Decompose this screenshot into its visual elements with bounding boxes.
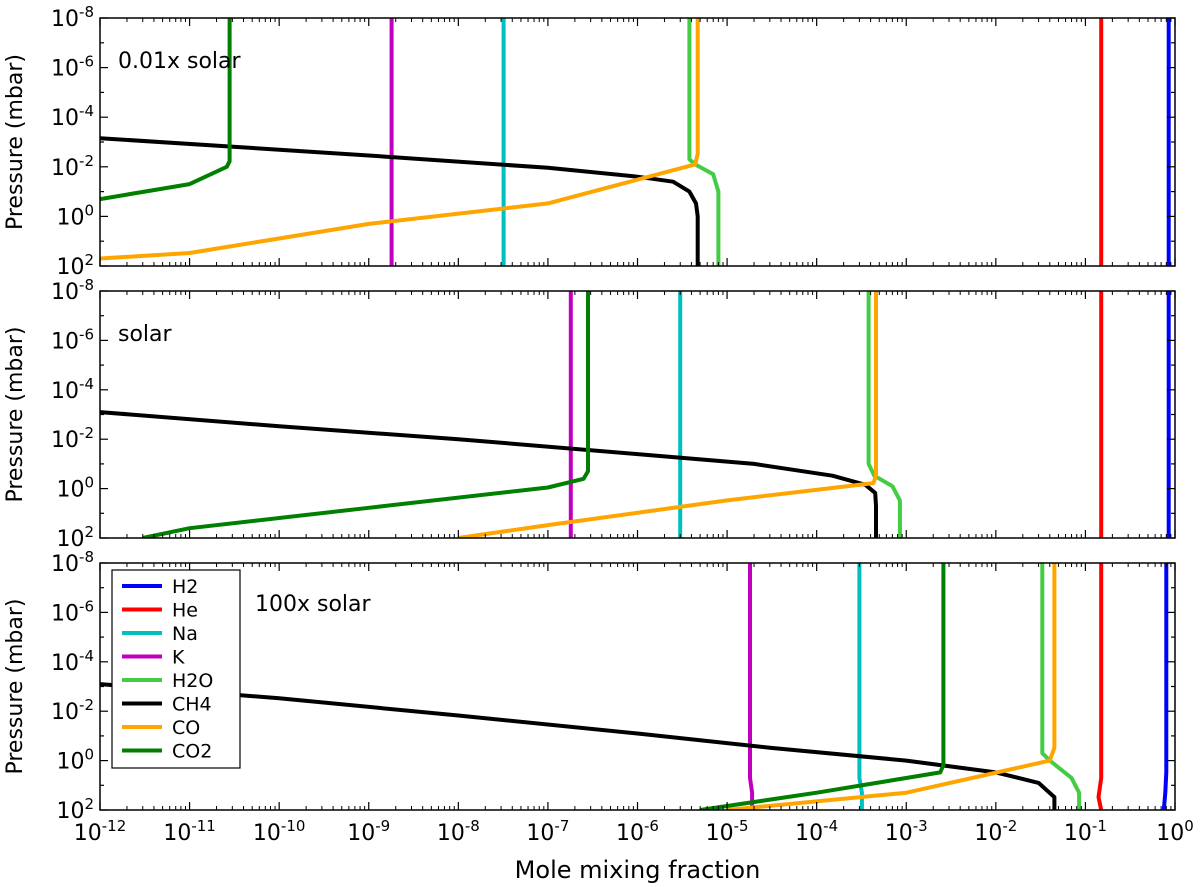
legend-label-co: CO [172,717,200,739]
y-tick-label: 102 [56,795,94,824]
y-axis-label: Pressure (mbar) [3,54,28,230]
y-tick-label: 100 [56,746,94,775]
panel-annotation: 0.01x solar [118,49,242,74]
series-line-co2 [142,291,590,538]
x-tick-label: 10-5 [706,817,749,846]
x-tick-label: 10-6 [616,817,659,846]
y-tick-label: 10-8 [51,3,94,32]
series-line-ch4 [100,682,1057,810]
panel-2: 10-8 10-6 10-4 10-2 100 102 Pressure (mbar) sol… [3,276,1176,552]
legend-label-ch4: CH4 [172,694,212,716]
y-tick-label: 10-2 [51,696,94,725]
y-axis-label: Pressure (mbar) [3,326,28,502]
legend-label-na: Na [172,623,198,645]
series-line-co2 [100,18,232,202]
series-group [100,291,1171,538]
series-line-h2o [1040,563,1082,810]
y-tick-label: 10-2 [51,152,94,181]
legend-label-co2: CO2 [172,741,212,763]
y-tick-label: 100 [56,201,94,230]
y-tick-label: 10-2 [51,424,94,453]
x-tick-label: 10-1 [1064,817,1107,846]
y-tick-label: 10-8 [51,276,94,305]
x-tick-label: 10-7 [526,817,569,846]
legend-label-h2: H2 [172,576,198,598]
x-tick-label: 10-8 [437,817,480,846]
series-line-co [458,291,878,538]
x-tick-label: 10-11 [163,817,216,846]
series-line-he [1096,563,1104,810]
y-tick-label: 10-4 [51,102,94,131]
series-line-ch4 [100,136,700,266]
x-tick-label: 10-2 [974,817,1017,846]
panel-1: 10-8 10-6 10-4 10-2 100 102 Pressure (mbar) 0.0… [3,3,1176,280]
y-tick-label: 10-6 [51,597,94,626]
x-tick-label: 10-4 [795,817,838,846]
x-tick-label: 10-12 [74,817,127,846]
series-line-h2 [1161,563,1169,810]
series-line-na [857,563,864,810]
x-tick-label: 10-3 [885,817,928,846]
y-tick-label: 10-4 [51,647,94,676]
y-tick-label: 10-8 [51,548,94,577]
y-tick-label: 102 [56,251,94,280]
panel-annotation: 100x solar [255,592,372,617]
series-line-co [726,563,1057,810]
legend-label-k: K [172,647,185,669]
series-group [100,563,1169,810]
y-tick-label: 10-4 [51,375,94,404]
x-axis-label: Mole mixing fraction [515,856,761,884]
y-tick-label: 10-6 [51,53,94,82]
legend-label-h2o: H2O [172,670,213,692]
x-tick-label: 10-9 [347,817,390,846]
y-axis-label: Pressure (mbar) [3,598,28,774]
x-tick-label: 10-10 [253,817,306,846]
y-tick-label: 100 [56,474,94,503]
series-line-co [100,18,700,261]
plot-frame [99,17,1176,267]
panel-3: 10-12 10-11 10-10 10-9 10-8 10-7 10-6 10-5 10-4 1… [3,548,1194,846]
series-line-h2o [866,291,902,538]
x-tick-label: 100 [1156,817,1194,846]
series-line-co2 [699,563,946,810]
panel-annotation: solar [118,322,173,347]
series-line-h2o [687,18,721,266]
series-line-ch4 [100,410,878,538]
legend-box [111,569,241,769]
series-line-k [748,563,755,810]
plot-frame [99,290,1176,539]
y-tick-label: 102 [56,523,94,552]
legend-label-he: He [172,600,198,622]
series-group [100,18,1171,266]
y-tick-label: 10-6 [51,325,94,354]
